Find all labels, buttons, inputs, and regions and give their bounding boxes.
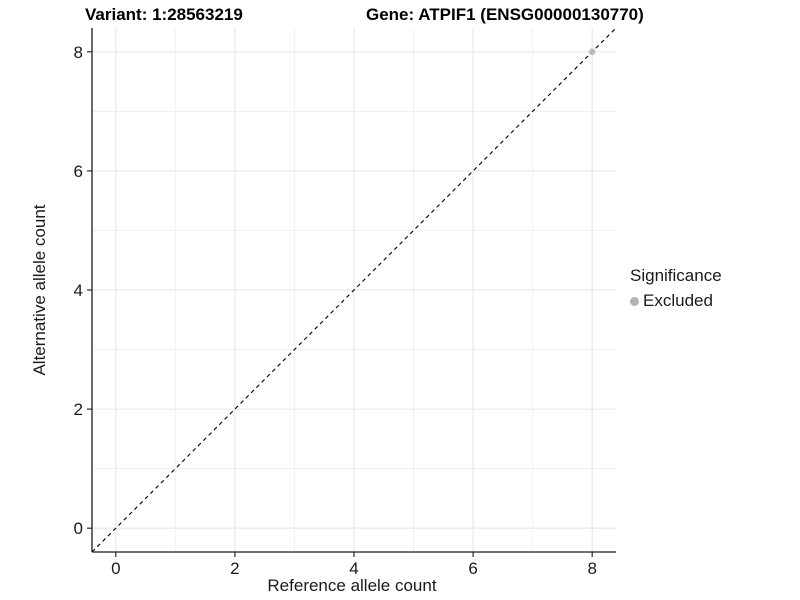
x-tick-label: 2 [230, 559, 239, 578]
legend-point-swatch [630, 296, 639, 306]
y-tick-label: 8 [74, 43, 83, 62]
legend-item-excluded: Excluded [630, 291, 722, 311]
legend-title: Significance [630, 266, 722, 285]
x-tick-label: 0 [111, 559, 120, 578]
x-tick-label: 6 [468, 559, 477, 578]
x-tick-label: 8 [587, 559, 596, 578]
data-point [588, 48, 596, 56]
y-tick-label: 6 [74, 162, 83, 181]
y-tick-label: 0 [74, 519, 83, 538]
x-tick-label: 4 [349, 559, 358, 578]
y-tick-label: 4 [74, 281, 83, 300]
plot-title-variant: Variant: 1:28563219 [85, 5, 243, 24]
identity-reference-line [91, 27, 617, 553]
plot-title-gene: Gene: ATPIF1 (ENSG00000130770) [366, 5, 644, 24]
legend: Significance Excluded [630, 266, 722, 311]
x-axis-title: Reference allele count [267, 576, 437, 595]
legend-item-label: Excluded [643, 291, 713, 310]
y-tick-label: 2 [74, 400, 83, 419]
